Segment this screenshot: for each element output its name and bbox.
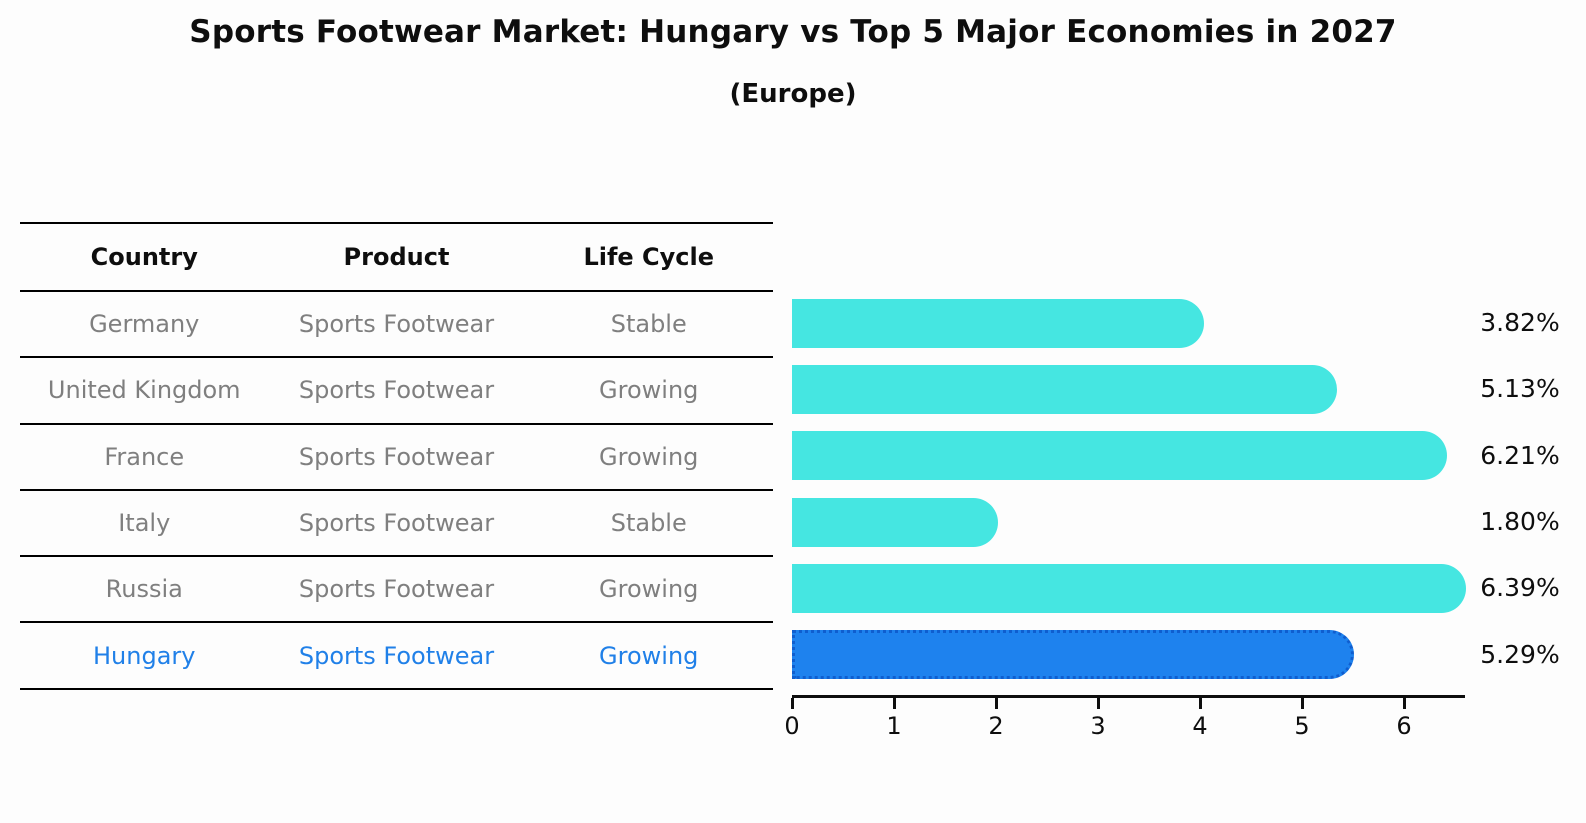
column-header-product: Product xyxy=(343,243,450,271)
cell-country: Italy xyxy=(118,509,171,538)
cell-country: Russia xyxy=(105,575,183,604)
x-tick-label: 3 xyxy=(1090,712,1106,740)
cell-product: Sports Footwear xyxy=(298,509,495,538)
x-tick-mark xyxy=(1097,698,1100,709)
table-row: Russia Sports Footwear Growing xyxy=(20,557,773,624)
cell-life-cycle: Growing xyxy=(599,376,699,405)
bar-germany xyxy=(792,298,1204,348)
x-tick-mark xyxy=(995,698,998,709)
cell-country: United Kingdom xyxy=(47,376,241,405)
cell-life-cycle: Stable xyxy=(610,509,687,538)
x-tick-label: 1 xyxy=(886,712,902,740)
table-row: Germany Sports Footwear Stable xyxy=(20,292,773,359)
cell-country: Germany xyxy=(89,310,200,339)
bar-value-label-italy: 1.80% xyxy=(1480,507,1560,537)
bar-value-label-france: 6.21% xyxy=(1480,440,1560,470)
bar-value-label-united-kingdom: 5.13% xyxy=(1480,374,1560,404)
cell-product: Sports Footwear xyxy=(298,575,495,604)
chart-subtitle: (Europe) xyxy=(729,79,857,109)
x-tick-label: 4 xyxy=(1192,712,1208,740)
bar-value-label-russia: 6.39% xyxy=(1480,573,1560,603)
cell-life-cycle: Growing xyxy=(599,575,699,604)
x-tick-label: 5 xyxy=(1294,712,1310,740)
cell-product: Sports Footwear xyxy=(298,641,495,670)
table-header-row: Country Product Life Cycle xyxy=(20,222,773,292)
cell-life-cycle: Stable xyxy=(610,310,687,339)
bar-hungary xyxy=(792,630,1354,680)
bar-united-kingdom xyxy=(792,364,1338,414)
bar-value-label-germany: 3.82% xyxy=(1480,308,1560,338)
bar-france xyxy=(792,431,1448,481)
data-table: Country Product Life Cycle Germany Sport… xyxy=(20,222,773,690)
x-tick-mark xyxy=(1199,698,1202,709)
table-row: Italy Sports Footwear Stable xyxy=(20,491,773,558)
x-tick-label: 0 xyxy=(784,712,800,740)
table-row-highlighted: Hungary Sports Footwear Growing xyxy=(20,623,773,690)
x-tick-label: 2 xyxy=(988,712,1004,740)
cell-product: Sports Footwear xyxy=(298,310,495,339)
table-row: United Kingdom Sports Footwear Growing xyxy=(20,358,773,425)
x-tick-label: 6 xyxy=(1396,712,1412,740)
cell-product: Sports Footwear xyxy=(298,376,495,405)
cell-life-cycle: Growing xyxy=(599,641,699,670)
x-tick-mark xyxy=(791,698,794,709)
x-tick-mark xyxy=(1301,698,1304,709)
x-tick-mark xyxy=(1403,698,1406,709)
cell-life-cycle: Growing xyxy=(599,442,699,471)
bar-value-label-hungary: 5.29% xyxy=(1480,639,1560,669)
cell-country: France xyxy=(104,442,185,471)
bar-russia xyxy=(792,563,1466,613)
cell-country: Hungary xyxy=(93,641,196,670)
column-header-country: Country xyxy=(90,243,198,271)
bar-italy xyxy=(792,497,998,547)
x-axis-line xyxy=(792,695,1465,698)
x-tick-mark xyxy=(893,698,896,709)
chart-title: Sports Footwear Market: Hungary vs Top 5… xyxy=(189,14,1397,50)
table-row: France Sports Footwear Growing xyxy=(20,425,773,491)
cell-product: Sports Footwear xyxy=(298,442,495,471)
column-header-life-cycle: Life Cycle xyxy=(583,243,715,271)
